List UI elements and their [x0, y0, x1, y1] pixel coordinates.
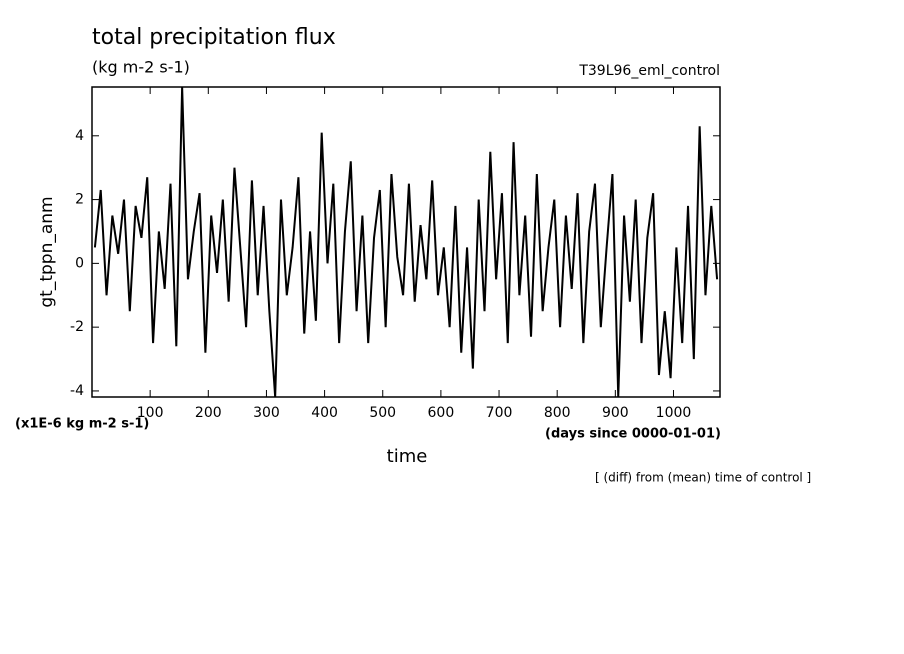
x-tick-label: 300: [253, 405, 280, 421]
y-units: (x1E-6 kg m-2 s-1): [15, 417, 149, 432]
experiment-label: T39L96_eml_control: [578, 63, 720, 79]
y-tick-label: -4: [70, 383, 84, 399]
x-tick-label: 100: [137, 405, 164, 421]
y-tick-label: 0: [75, 255, 84, 271]
data-line: [93, 86, 719, 398]
y-axis-label: gt_tppn_anm: [37, 196, 57, 307]
y-tick-label: 2: [75, 192, 84, 208]
plot-frame: [91, 86, 721, 398]
x-units: (days since 0000-01-01): [545, 427, 721, 442]
x-tick-label: 900: [602, 405, 629, 421]
note: [ (diff) from (mean) time of control ]: [595, 471, 811, 485]
y-tick-label: 4: [75, 128, 84, 144]
x-tick-label: 500: [369, 405, 396, 421]
chart-title: total precipitation flux: [92, 25, 336, 50]
chart-subtitle: (kg m-2 s-1): [92, 58, 190, 77]
y-tick-label: -2: [70, 319, 84, 335]
x-tick-label: 600: [428, 405, 455, 421]
x-tick-label: 1000: [656, 405, 692, 421]
x-tick-label: 400: [311, 405, 338, 421]
x-tick-label: 200: [195, 405, 222, 421]
x-axis-label: time: [387, 446, 428, 467]
x-tick-label: 800: [544, 405, 571, 421]
x-tick-label: 700: [486, 405, 513, 421]
